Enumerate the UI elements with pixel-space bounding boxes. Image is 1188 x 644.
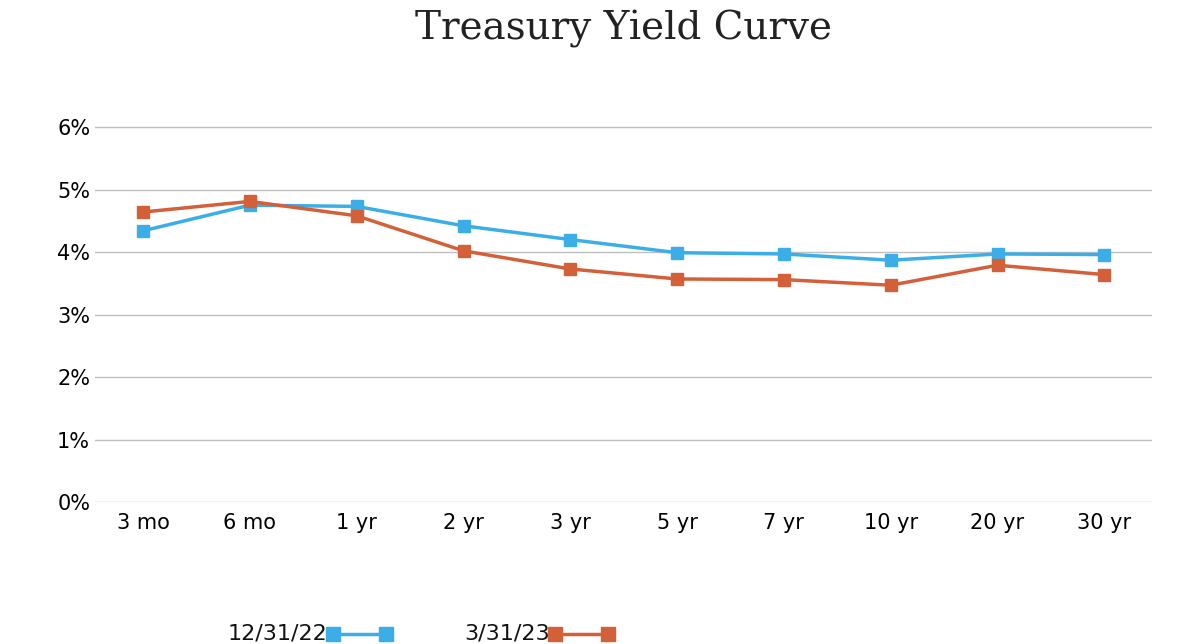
Text: 3/31/23: 3/31/23	[465, 623, 550, 644]
Text: 12/31/22: 12/31/22	[228, 623, 328, 644]
Title: Treasury Yield Curve: Treasury Yield Curve	[415, 10, 833, 48]
